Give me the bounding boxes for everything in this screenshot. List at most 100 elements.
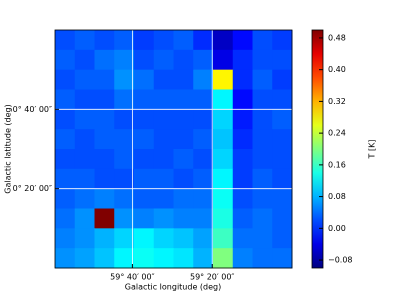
heatmap-cell [74,188,95,209]
heatmap-cell [193,149,214,170]
heatmap-cell [134,248,155,269]
heatmap-cell [74,228,95,249]
heatmap-cell [134,129,155,150]
heatmap-cell [193,248,214,269]
heatmap-cell [232,208,253,229]
heatmap-cell [94,109,115,130]
heatmap-cell [232,30,253,51]
heatmap-cell [252,89,273,110]
heatmap-cell [74,30,95,51]
heatmap-cell [252,188,273,209]
heatmap-cell [193,208,214,229]
heatmap-cell [55,149,76,170]
heatmap-cell [74,89,95,110]
heatmap-cell [134,69,155,90]
heatmap-cell [114,109,135,130]
heatmap-cell [193,188,214,209]
heatmap-cell [94,248,115,269]
heatmap-cell [252,208,273,229]
heatmap-cell [232,109,253,130]
heatmap-cell [213,149,234,170]
heatmap-cell [193,69,214,90]
heatmap-cell [193,228,214,249]
heatmap-cell [114,208,135,229]
heatmap-cell [232,228,253,249]
y-tick-label: 0° 20′ 00″ [13,184,52,193]
heatmap-cell [213,208,234,229]
heatmap-cell [232,248,253,269]
heatmap-cell [94,89,115,110]
heatmap-cell [55,109,76,130]
heatmap-cell [272,228,293,249]
heatmap-cell [173,248,194,269]
heatmap-cell [114,188,135,209]
heatmap-cell [213,248,234,269]
heatmap-cell [94,149,115,170]
y-axis-label: Galactic latitude (deg) [4,104,13,193]
heatmap-cell [232,129,253,150]
heatmap-cell [252,49,273,71]
heatmap-cell [272,188,293,209]
x-tick-label: 59° 40′ 00″ [110,273,154,282]
heatmap-cell [213,69,234,90]
heatmap-cell [55,248,76,269]
heatmap-cell [193,30,214,51]
heatmap-cell [94,30,115,51]
heatmap-cell [94,188,115,209]
heatmap-cell [193,49,214,71]
heatmap-cell [232,69,253,90]
heatmap-cell [55,208,76,229]
heatmap-cell [74,149,95,170]
heatmap-cell [232,188,253,209]
colorbar-tick-label: 0.24 [328,129,346,138]
heatmap-cell [213,89,234,110]
heatmap-cell [173,228,194,249]
heatmap-cell [252,149,273,170]
heatmap-cell [153,168,174,190]
heatmap-cell [55,168,76,190]
heatmap-cell [94,129,115,150]
heatmap-cell [173,30,194,51]
heatmap-cell [74,248,95,269]
heatmap-cell [232,49,253,71]
heatmap-cell [232,89,253,110]
heatmap-cell [272,149,293,170]
heatmap-cell [272,89,293,110]
y-tick-label: 0° 40′ 00″ [13,105,52,114]
heatmap-cell [173,188,194,209]
heatmap-cell [134,149,155,170]
heatmap-cell [272,30,293,51]
heatmap-cell [94,168,115,190]
heatmap-cell [94,208,115,229]
heatmap-cell [153,30,174,51]
heatmap-cell [213,109,234,130]
heatmap-cell [153,248,174,269]
heatmap-cell [55,129,76,150]
heatmap-cell [153,149,174,170]
heatmap-cell [153,228,174,249]
heatmap-cell [94,228,115,249]
heatmap-cell [114,89,135,110]
colorbar-label: T [K] [368,140,377,160]
heatmap-cell [55,30,76,51]
heatmap-cell [252,30,273,51]
colorbar-tick-label: 0.16 [328,160,346,169]
heatmap-cell [74,49,95,71]
heatmap [55,30,293,269]
heatmap-cell [94,69,115,90]
heatmap-cell [252,248,273,269]
heatmap-cell [55,89,76,110]
heatmap-cell [173,208,194,229]
heatmap-cell [272,168,293,190]
colorbar-tick-label: 0.08 [328,192,346,201]
heatmap-cell [134,168,155,190]
heatmap-cell [74,168,95,190]
colorbar-tick-label: −0.08 [328,256,353,265]
heatmap-cell [94,49,115,71]
heatmap-cell [153,49,174,71]
heatmap-cell [74,129,95,150]
heatmap-cell [252,228,273,249]
heatmap-cell [232,168,253,190]
heatmap-cell [74,109,95,130]
heatmap-cell [272,109,293,130]
